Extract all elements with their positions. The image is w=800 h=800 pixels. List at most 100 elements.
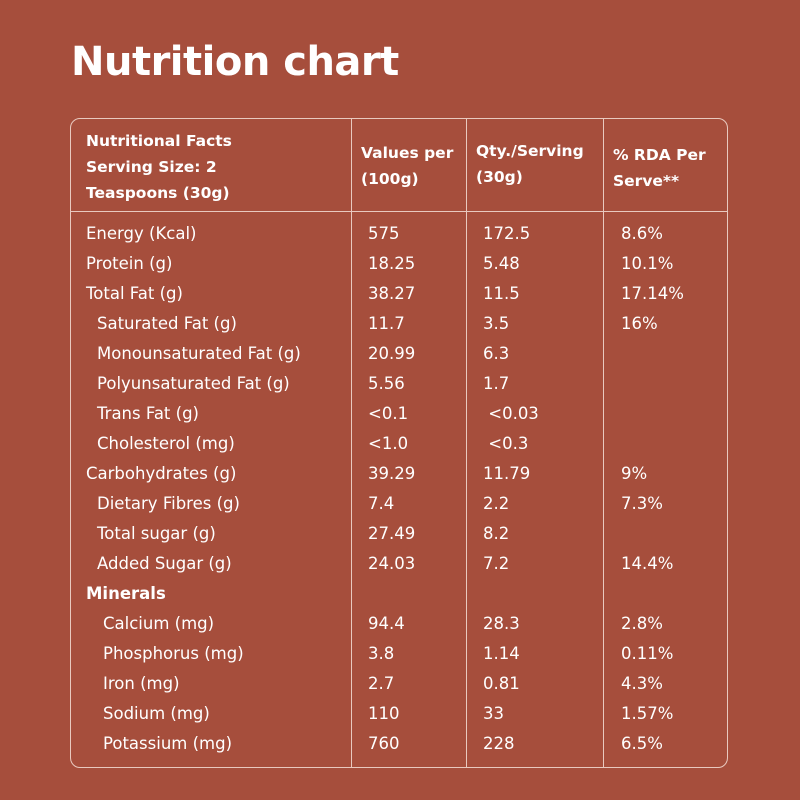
page-title: Nutrition chart <box>71 39 399 85</box>
column-divider <box>351 119 352 767</box>
row-label: Calcium (mg) <box>103 614 215 633</box>
table-row: Trans Fat (g) <0.1 <0.03 <box>71 399 727 429</box>
rda-percent: 14.4% <box>621 554 674 573</box>
table-row: Calcium (mg) 94.4 28.3 2.8% <box>71 609 727 639</box>
rda-percent: 1.57% <box>621 704 674 723</box>
rda-percent: 16% <box>621 314 658 333</box>
value-per-100g: 94.4 <box>368 614 405 633</box>
value-per-100g: 27.49 <box>368 524 416 543</box>
column-divider <box>466 119 467 767</box>
column-divider <box>603 119 604 767</box>
header-line: Teaspoons (30g) <box>86 184 230 202</box>
value-per-100g: 3.8 <box>368 644 395 663</box>
row-label: Trans Fat (g) <box>97 404 199 423</box>
row-label: Carbohydrates (g) <box>86 464 237 483</box>
header-rda-per-serve: % RDA Per Serve** <box>613 142 706 194</box>
row-label: Total Fat (g) <box>86 284 183 303</box>
rda-percent: 17.14% <box>621 284 684 303</box>
table-row: Potassium (mg) 760 228 6.5% <box>71 729 727 759</box>
header-line: (30g) <box>476 168 523 186</box>
qty-per-serving: 6.3 <box>483 344 510 363</box>
row-label: Iron (mg) <box>103 674 180 693</box>
header-line: Serving Size: 2 <box>86 158 217 176</box>
qty-per-serving: 3.5 <box>483 314 510 333</box>
table-body: Energy (Kcal) 575 172.5 8.6% Protein (g) 18.2… <box>71 219 727 759</box>
value-per-100g: 20.99 <box>368 344 416 363</box>
table-row: Added Sugar (g) 24.03 7.2 14.4% <box>71 549 727 579</box>
row-label: Protein (g) <box>86 254 173 273</box>
qty-per-serving: 1.14 <box>483 644 520 663</box>
value-per-100g: <0.1 <box>368 404 409 423</box>
value-per-100g: 39.29 <box>368 464 416 483</box>
qty-per-serving: <0.3 <box>483 434 529 453</box>
table-row: Protein (g) 18.25 5.48 10.1% <box>71 249 727 279</box>
header-nutritional-facts: Nutritional Facts Serving Size: 2 Teaspo… <box>86 128 232 206</box>
qty-per-serving: 8.2 <box>483 524 510 543</box>
qty-per-serving: 0.81 <box>483 674 520 693</box>
table-row: Carbohydrates (g) 39.29 11.79 9% <box>71 459 727 489</box>
table-row: Minerals <box>71 579 727 609</box>
header-line: Qty./Serving <box>476 142 584 160</box>
qty-per-serving: <0.03 <box>483 404 539 423</box>
header-qty-serving: Qty./Serving (30g) <box>476 138 584 190</box>
value-per-100g: 760 <box>368 734 400 753</box>
header-values-per-100g: Values per (100g) <box>361 140 453 192</box>
row-label: Phosphorus (mg) <box>103 644 244 663</box>
value-per-100g: 2.7 <box>368 674 395 693</box>
qty-per-serving: 7.2 <box>483 554 510 573</box>
header-divider <box>71 211 727 212</box>
row-label: Energy (Kcal) <box>86 224 197 243</box>
value-per-100g: 11.7 <box>368 314 405 333</box>
value-per-100g: <1.0 <box>368 434 409 453</box>
row-label: Added Sugar (g) <box>97 554 232 573</box>
rda-percent: 9% <box>621 464 648 483</box>
row-label: Minerals <box>86 584 166 603</box>
table-row: Iron (mg) 2.7 0.81 4.3% <box>71 669 727 699</box>
qty-per-serving: 172.5 <box>483 224 531 243</box>
table-row: Dietary Fibres (g) 7.4 2.2 7.3% <box>71 489 727 519</box>
row-label: Monounsaturated Fat (g) <box>97 344 301 363</box>
row-label: Cholesterol (mg) <box>97 434 235 453</box>
row-label: Potassium (mg) <box>103 734 233 753</box>
qty-per-serving: 11.79 <box>483 464 531 483</box>
qty-per-serving: 33 <box>483 704 504 723</box>
table-row: Energy (Kcal) 575 172.5 8.6% <box>71 219 727 249</box>
qty-per-serving: 228 <box>483 734 515 753</box>
row-label: Total sugar (g) <box>97 524 216 543</box>
header-line: % RDA Per <box>613 146 706 164</box>
table-row: Monounsaturated Fat (g) 20.99 6.3 <box>71 339 727 369</box>
table-row: Total Fat (g) 38.27 11.5 17.14% <box>71 279 727 309</box>
value-per-100g: 7.4 <box>368 494 395 513</box>
table-row: Polyunsaturated Fat (g) 5.56 1.7 <box>71 369 727 399</box>
rda-percent: 7.3% <box>621 494 663 513</box>
header-line: Values per <box>361 144 454 162</box>
value-per-100g: 24.03 <box>368 554 416 573</box>
value-per-100g: 38.27 <box>368 284 416 303</box>
value-per-100g: 5.56 <box>368 374 405 393</box>
table-row: Saturated Fat (g) 11.7 3.5 16% <box>71 309 727 339</box>
rda-percent: 2.8% <box>621 614 663 633</box>
row-label: Saturated Fat (g) <box>97 314 237 333</box>
header-line: Nutritional Facts <box>86 132 232 150</box>
qty-per-serving: 5.48 <box>483 254 520 273</box>
table-row: Total sugar (g) 27.49 8.2 <box>71 519 727 549</box>
rda-percent: 6.5% <box>621 734 663 753</box>
header-line: Serve** <box>613 172 680 190</box>
table-row: Cholesterol (mg) <1.0 <0.3 <box>71 429 727 459</box>
row-label: Dietary Fibres (g) <box>97 494 240 513</box>
rda-percent: 4.3% <box>621 674 663 693</box>
value-per-100g: 18.25 <box>368 254 416 273</box>
qty-per-serving: 1.7 <box>483 374 510 393</box>
table-row: Sodium (mg) 110 33 1.57% <box>71 699 727 729</box>
value-per-100g: 575 <box>368 224 400 243</box>
row-label: Polyunsaturated Fat (g) <box>97 374 290 393</box>
qty-per-serving: 11.5 <box>483 284 520 303</box>
header-line: (100g) <box>361 170 419 188</box>
qty-per-serving: 2.2 <box>483 494 510 513</box>
nutrition-table: Nutritional Facts Serving Size: 2 Teaspo… <box>70 118 728 768</box>
row-label: Sodium (mg) <box>103 704 210 723</box>
qty-per-serving: 28.3 <box>483 614 520 633</box>
rda-percent: 0.11% <box>621 644 674 663</box>
value-per-100g: 110 <box>368 704 400 723</box>
rda-percent: 10.1% <box>621 254 674 273</box>
